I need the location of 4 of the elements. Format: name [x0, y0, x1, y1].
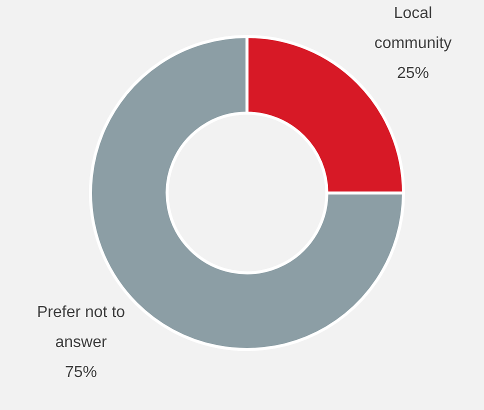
data-label: 25% [396, 65, 430, 82]
slice-label: Prefer not to answer [36, 304, 126, 351]
data-label: 75% [64, 364, 98, 381]
slice-label: Local community [374, 5, 452, 52]
